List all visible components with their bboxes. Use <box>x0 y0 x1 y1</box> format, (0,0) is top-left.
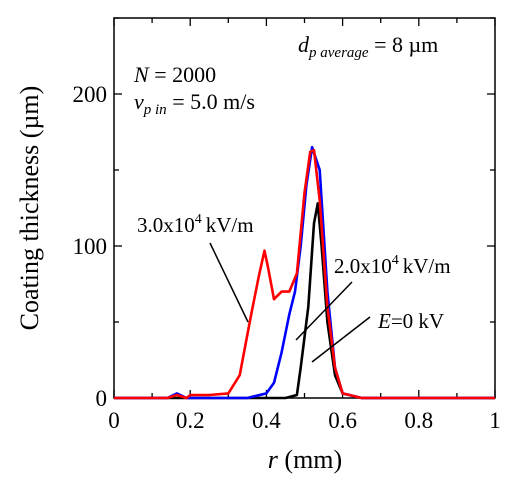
x-tick-label: 0.2 <box>176 408 205 433</box>
y-axis-title: Coating thickness (µm) <box>15 86 44 331</box>
annotation-e0-arrow <box>311 316 371 363</box>
x-tick-label: 0 <box>108 408 120 433</box>
x-tick-label: 1 <box>489 408 501 433</box>
x-axis-ticks: 0 0.2 0.4 0.6 0.8 1 <box>108 18 501 433</box>
vp-in-note: vp in = 5.0 m/s <box>134 89 255 118</box>
x-axis-title: r (mm) <box>268 445 342 474</box>
n-note: N = 2000 <box>133 62 216 87</box>
dp-average-note: dp average = 8 µm <box>298 32 438 61</box>
x-tick-label: 0.8 <box>404 408 433 433</box>
annotation-3e4-arrow <box>209 242 249 323</box>
annotation-2e4-arrow <box>295 281 353 341</box>
y-axis-ticks: 0 100 200 <box>73 17 495 411</box>
y-tick-label: 100 <box>73 234 108 259</box>
annotation-2e4: 2.0x104 kV/m <box>334 253 451 278</box>
annotation-e0: E=0 kV <box>377 309 444 333</box>
annotation-3e4: 3.0x104 kV/m <box>137 212 254 237</box>
y-tick-label: 200 <box>73 82 108 107</box>
x-tick-label: 0.6 <box>328 408 357 433</box>
x-tick-label: 0.4 <box>252 408 281 433</box>
y-tick-label: 0 <box>96 386 108 411</box>
